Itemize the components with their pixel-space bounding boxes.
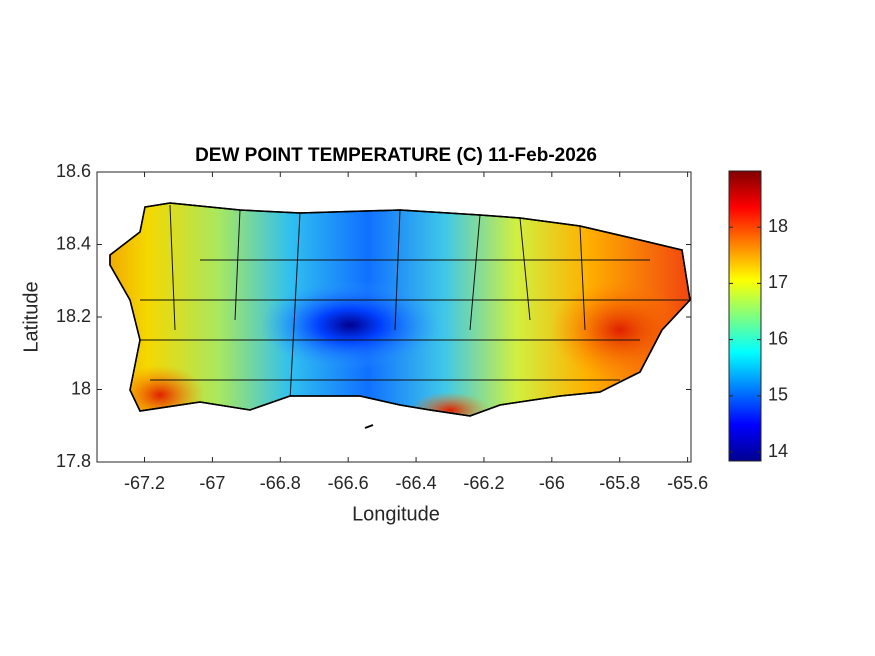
y-tick-label: 18.4	[56, 233, 91, 253]
x-tick-label: -65.6	[667, 473, 708, 493]
x-axis-label: Longitude	[352, 503, 440, 525]
colorbar-tick-label: 18	[768, 216, 788, 236]
x-tick-label: -66.2	[463, 473, 504, 493]
island-outline	[109, 202, 691, 417]
y-axis-label: Latitude	[20, 281, 42, 352]
x-tick-label: -67.2	[124, 473, 165, 493]
colorbar-tick-label: 15	[768, 385, 788, 405]
x-tick-label: -66.8	[260, 473, 301, 493]
y-tick-label: 18.2	[56, 306, 91, 326]
colorbar-tick-label: 16	[768, 328, 788, 348]
colorbar-tick-label: 17	[768, 272, 788, 292]
y-tick-label: 17.8	[56, 451, 91, 471]
colorbar	[728, 170, 762, 462]
x-tick-label: -65.8	[599, 473, 640, 493]
island-caja	[364, 424, 374, 429]
x-tick-label: -67	[199, 473, 225, 493]
colorbar-tick-label: 14	[768, 441, 788, 461]
y-tick-label: 18.6	[56, 161, 91, 181]
x-tick-label: -66.6	[328, 473, 369, 493]
x-tick-label: -66	[539, 473, 565, 493]
y-tick-label: 18	[71, 378, 91, 398]
chart-title: DEW POINT TEMPERATURE (C) 11-Feb-2026	[195, 145, 597, 166]
plot-area	[96, 171, 692, 463]
x-tick-label: -66.4	[396, 473, 437, 493]
